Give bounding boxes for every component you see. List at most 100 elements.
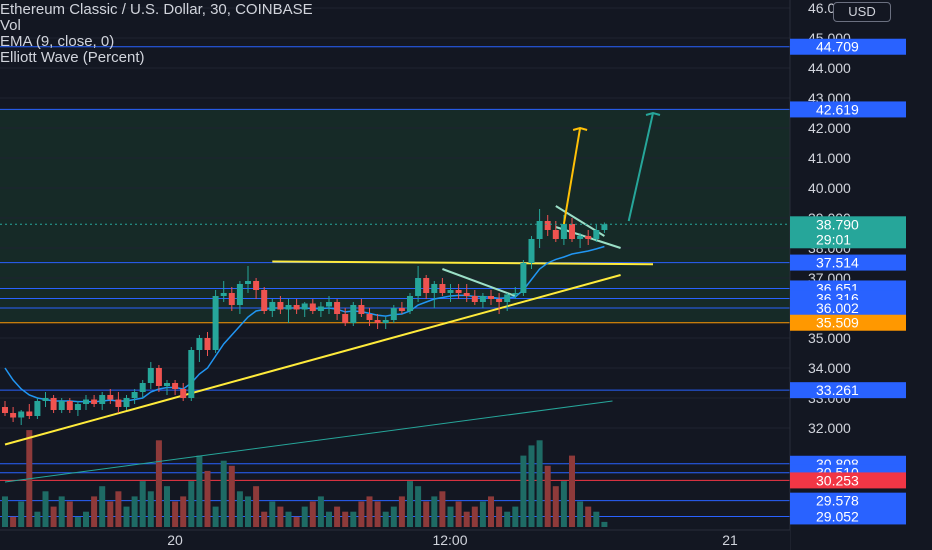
candle[interactable] bbox=[431, 281, 438, 308]
candle[interactable] bbox=[326, 296, 332, 314]
candle[interactable] bbox=[91, 395, 98, 407]
candle[interactable] bbox=[342, 308, 349, 326]
candle[interactable] bbox=[520, 260, 527, 296]
candle[interactable] bbox=[528, 236, 535, 269]
candle[interactable] bbox=[83, 395, 89, 410]
candle[interactable] bbox=[358, 299, 365, 317]
candle[interactable] bbox=[577, 233, 584, 248]
price-level-tag[interactable]: 29.578 bbox=[790, 492, 906, 509]
price-level-tag[interactable]: 37.514 bbox=[790, 255, 906, 271]
candle[interactable] bbox=[2, 401, 8, 416]
small-retrace[interactable] bbox=[442, 268, 516, 297]
candle[interactable] bbox=[390, 305, 397, 323]
time-axis[interactable] bbox=[0, 530, 790, 550]
candle[interactable] bbox=[147, 362, 154, 389]
candle[interactable] bbox=[50, 395, 57, 413]
candle[interactable] bbox=[504, 293, 511, 311]
candle[interactable] bbox=[447, 284, 454, 302]
candle[interactable] bbox=[407, 293, 413, 314]
candle[interactable] bbox=[10, 407, 17, 422]
candle[interactable] bbox=[317, 302, 324, 317]
candle[interactable] bbox=[544, 215, 551, 236]
candle[interactable] bbox=[277, 296, 284, 314]
candle[interactable] bbox=[123, 395, 130, 410]
horizontal-resistance[interactable] bbox=[272, 260, 654, 266]
candle[interactable] bbox=[58, 398, 65, 413]
candle[interactable] bbox=[139, 380, 146, 398]
candle[interactable] bbox=[180, 383, 187, 401]
price-level-tag[interactable]: 35.509 bbox=[790, 314, 906, 331]
candle[interactable] bbox=[228, 287, 235, 311]
candle-body bbox=[309, 303, 316, 311]
candle[interactable] bbox=[212, 290, 219, 353]
candle[interactable] bbox=[479, 293, 486, 308]
candle[interactable] bbox=[172, 380, 179, 395]
candle[interactable] bbox=[74, 401, 81, 416]
price-level-tag[interactable]: 42.619 bbox=[790, 101, 906, 118]
candle[interactable] bbox=[398, 302, 405, 314]
price-tag-label: 29.052 bbox=[816, 508, 859, 524]
candle[interactable] bbox=[26, 404, 33, 419]
candle[interactable] bbox=[164, 380, 170, 395]
candle[interactable] bbox=[585, 230, 592, 245]
candle-body bbox=[277, 302, 284, 310]
price-level-tag[interactable]: 36.002 bbox=[790, 299, 906, 316]
candle[interactable] bbox=[196, 335, 203, 362]
price-level-tag[interactable]: 30.253 bbox=[790, 472, 906, 489]
candle[interactable] bbox=[34, 398, 41, 419]
candle-body bbox=[74, 404, 81, 410]
candle[interactable] bbox=[593, 224, 600, 242]
candle[interactable] bbox=[536, 209, 543, 248]
candle[interactable] bbox=[131, 389, 138, 404]
green-ray[interactable] bbox=[4, 400, 613, 483]
candle[interactable] bbox=[309, 299, 316, 314]
candle[interactable] bbox=[496, 293, 503, 314]
candle[interactable] bbox=[439, 278, 446, 296]
candle-body bbox=[463, 293, 470, 296]
candle[interactable] bbox=[269, 299, 276, 317]
candle[interactable] bbox=[455, 284, 462, 299]
candle[interactable] bbox=[301, 302, 308, 317]
candle[interactable] bbox=[471, 290, 478, 305]
candle[interactable] bbox=[350, 302, 357, 326]
candle-body bbox=[358, 305, 365, 314]
green-target-arrow[interactable] bbox=[627, 111, 661, 222]
candle[interactable] bbox=[261, 287, 268, 314]
candle[interactable] bbox=[204, 332, 211, 356]
candle[interactable] bbox=[245, 266, 251, 293]
candle[interactable] bbox=[66, 398, 73, 413]
candle[interactable] bbox=[253, 278, 260, 299]
currency-button[interactable]: USD bbox=[833, 2, 891, 22]
candle[interactable] bbox=[423, 275, 430, 299]
price-level-tag[interactable]: 29.052 bbox=[790, 508, 906, 525]
candle[interactable] bbox=[415, 266, 422, 302]
candle[interactable] bbox=[601, 222, 608, 234]
candle[interactable] bbox=[569, 218, 575, 242]
candle[interactable] bbox=[115, 392, 122, 413]
candle[interactable] bbox=[293, 299, 300, 314]
candle[interactable] bbox=[382, 317, 389, 329]
candle[interactable] bbox=[285, 299, 292, 323]
ascending-support[interactable] bbox=[4, 274, 621, 446]
candle[interactable] bbox=[18, 410, 25, 425]
candle[interactable] bbox=[220, 281, 227, 302]
candle[interactable] bbox=[107, 389, 114, 404]
candle[interactable] bbox=[512, 287, 519, 299]
candle[interactable] bbox=[366, 308, 373, 326]
candle[interactable] bbox=[99, 392, 106, 410]
candle[interactable] bbox=[488, 290, 494, 305]
candle[interactable] bbox=[334, 299, 341, 320]
candle[interactable] bbox=[463, 284, 470, 302]
candle-body bbox=[115, 399, 122, 407]
candle[interactable] bbox=[42, 392, 49, 407]
candle[interactable] bbox=[155, 365, 162, 392]
price-level-tag[interactable]: 44.709 bbox=[790, 38, 906, 55]
volume-bar bbox=[50, 506, 57, 527]
candle[interactable] bbox=[374, 314, 381, 329]
candle[interactable] bbox=[188, 347, 195, 401]
price-level-tag[interactable]: 33.261 bbox=[790, 382, 906, 399]
yellow-target-arrow[interactable] bbox=[562, 126, 588, 225]
candle[interactable] bbox=[236, 281, 243, 314]
